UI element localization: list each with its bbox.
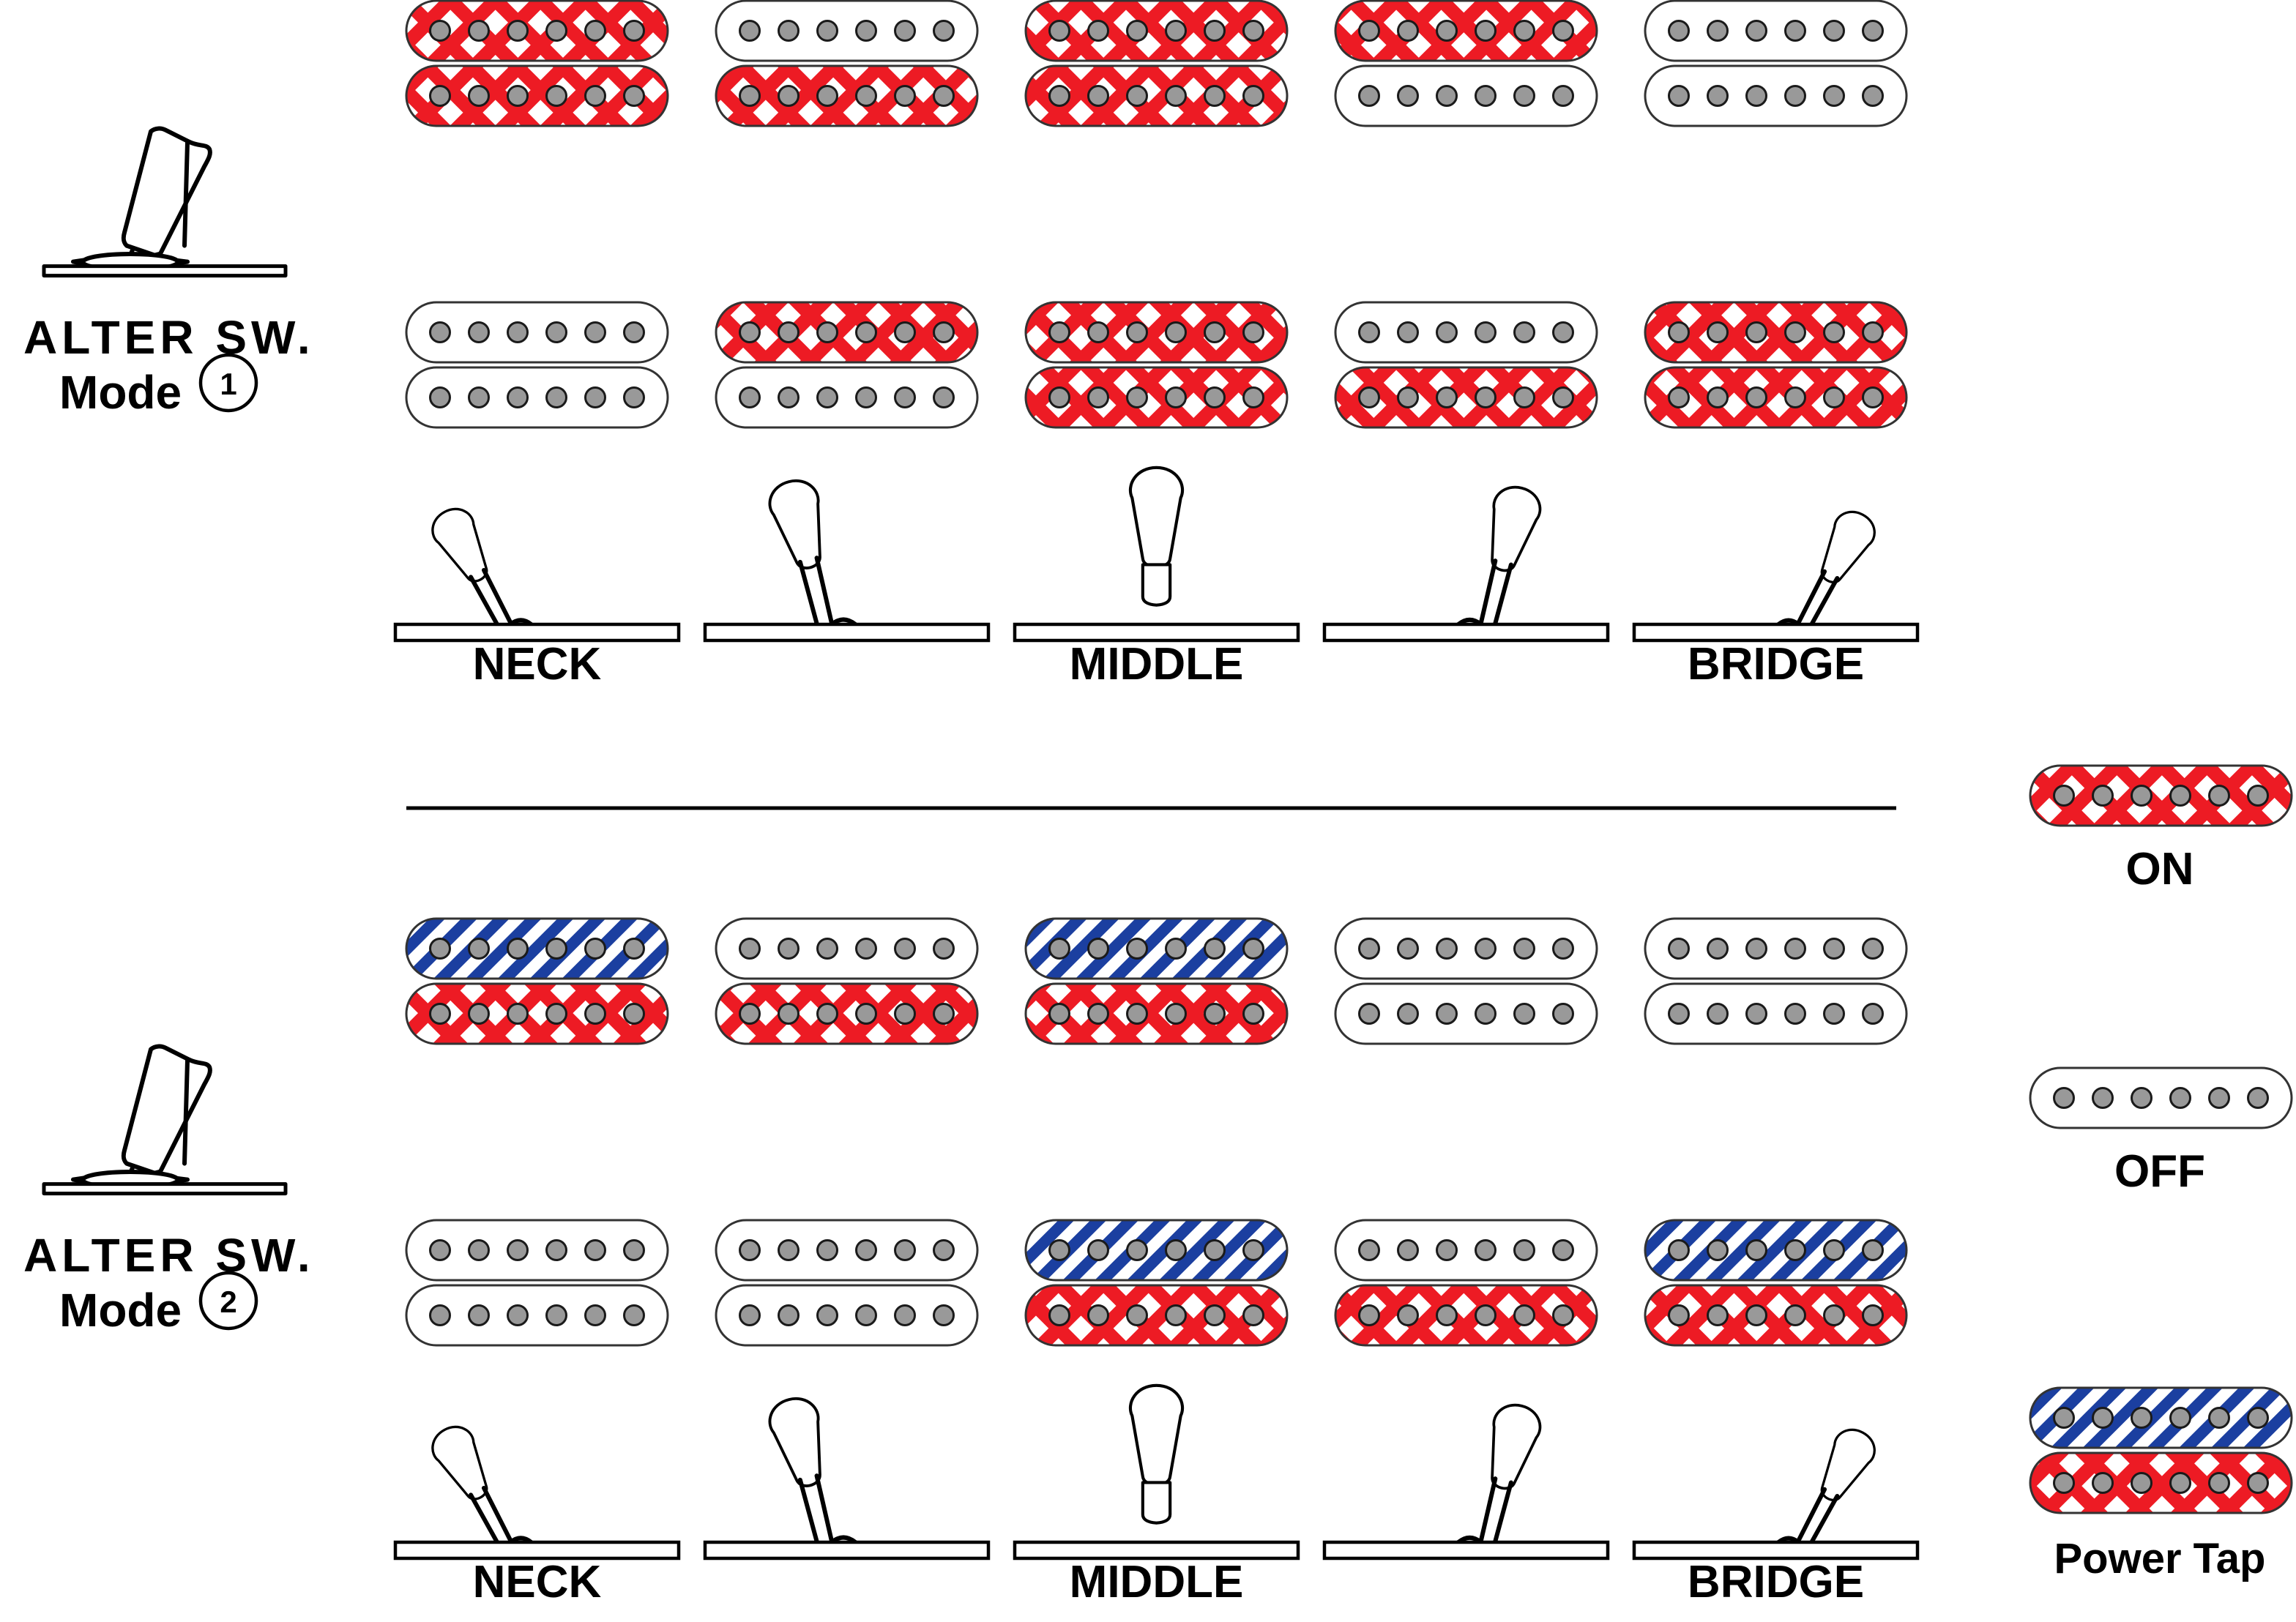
svg-text:Mode: Mode <box>59 366 182 419</box>
svg-text:NECK: NECK <box>473 639 602 689</box>
svg-text:ON: ON <box>2126 844 2194 894</box>
svg-text:ALTER SW.: ALTER SW. <box>23 1229 315 1282</box>
svg-text:NECK: NECK <box>473 1557 602 1607</box>
svg-text:Mode: Mode <box>59 1284 182 1337</box>
svg-text:ALTER SW.: ALTER SW. <box>23 311 315 364</box>
svg-text:BRIDGE: BRIDGE <box>1688 1557 1864 1607</box>
svg-text:MIDDLE: MIDDLE <box>1070 1557 1244 1607</box>
svg-text:2: 2 <box>220 1285 236 1319</box>
svg-text:BRIDGE: BRIDGE <box>1688 639 1864 689</box>
svg-text:OFF: OFF <box>2114 1146 2205 1197</box>
svg-text:MIDDLE: MIDDLE <box>1070 639 1244 689</box>
svg-text:1: 1 <box>220 367 236 401</box>
svg-text:Power Tap: Power Tap <box>2054 1535 2266 1582</box>
